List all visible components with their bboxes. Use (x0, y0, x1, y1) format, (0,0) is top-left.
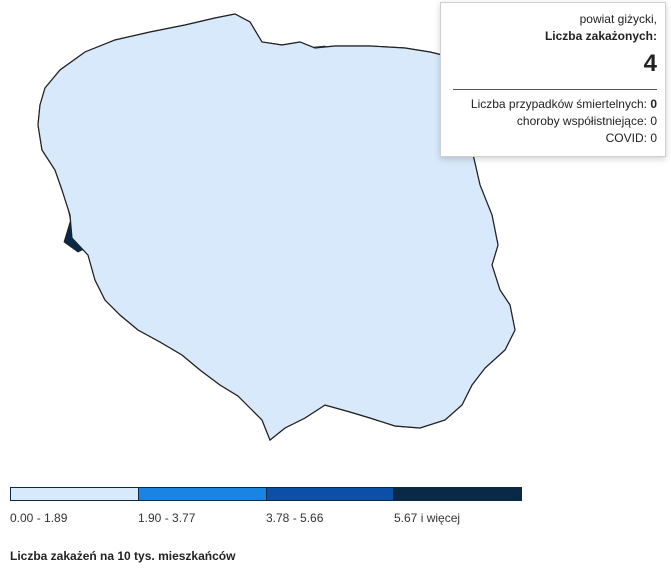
legend-label: 1.90 - 3.77 (138, 511, 196, 525)
legend-swatch (11, 488, 139, 500)
legend-swatch (394, 488, 521, 500)
tooltip-deaths-value: 0 (650, 97, 657, 111)
tooltip-cases-value: 4 (643, 50, 657, 77)
legend-color-bar (10, 487, 522, 501)
tooltip-divider (453, 89, 657, 90)
tooltip-cases-label: Liczba zakażonych: (544, 29, 657, 43)
legend-swatch (138, 488, 267, 500)
legend-label: 0.00 - 1.89 (10, 511, 68, 525)
legend-label: 5.67 i więcej (394, 511, 461, 525)
tooltip-region: powiat giżycki, (579, 12, 657, 26)
tooltip-covid-label: COVID: (605, 131, 647, 145)
legend-title: Liczba zakażeń na 10 tys. mieszkańców (10, 549, 236, 563)
tooltip-covid-value: 0 (650, 131, 657, 145)
county-tooltip: powiat giżycki, Liczba zakażonych: 4 Lic… (440, 2, 666, 157)
legend-label: 3.78 - 5.66 (266, 511, 324, 525)
legend-labels: 0.00 - 1.89 1.90 - 3.77 3.78 - 5.66 5.67… (10, 511, 522, 525)
tooltip-deaths: Liczba przypadków śmiertelnych: 0 (449, 96, 657, 113)
tooltip-deaths-label: Liczba przypadków śmiertelnych: (470, 97, 647, 111)
tooltip-covid: COVID: 0 (449, 130, 657, 147)
tooltip-comorbid-label: choroby współistniejące: (516, 114, 647, 128)
legend-swatch (266, 488, 395, 500)
poland-choropleth-map (37, 13, 516, 441)
tooltip-comorbid-value: 0 (650, 114, 657, 128)
tooltip-comorbid: choroby współistniejące: 0 (449, 113, 657, 130)
